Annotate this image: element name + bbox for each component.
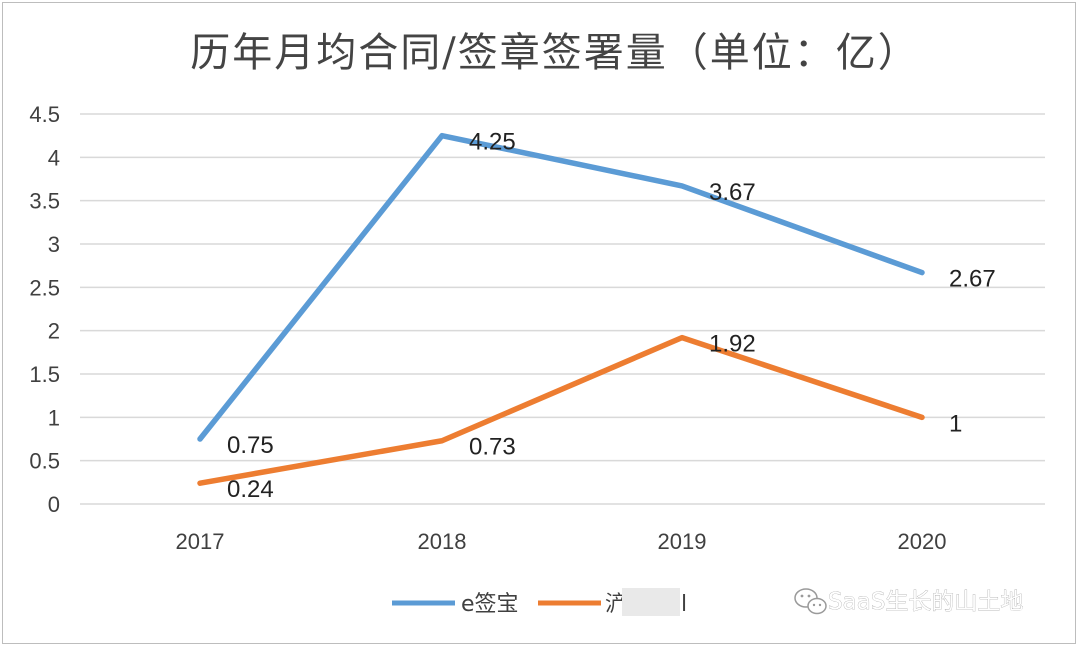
- y-tick-label: 1: [48, 405, 60, 430]
- series-line-2: [197, 334, 925, 486]
- series-lines: [197, 132, 925, 486]
- data-label: 0.24: [227, 476, 274, 503]
- legend-label-series1: e签宝: [461, 592, 519, 617]
- wechat-icon: [794, 588, 827, 615]
- data-labels: 0.75 4.25 3.67 2.67 0.24 0.73 1.92 1: [227, 129, 996, 504]
- y-tick-label: 4: [48, 145, 60, 170]
- x-tick-label: 2017: [176, 529, 225, 554]
- y-tick-label: 3: [48, 232, 60, 257]
- legend-label-series2-visible: 浐: [605, 592, 627, 617]
- x-tick-label: 2020: [898, 529, 947, 554]
- watermark: SaaS生长的山土地: [794, 588, 1024, 615]
- legend-label-redacted: [622, 588, 680, 616]
- x-tick-label: 2018: [418, 529, 467, 554]
- legend: e签宝 浐 l: [392, 588, 687, 617]
- y-tick-label: 0.5: [29, 449, 60, 474]
- y-tick-label: 1.5: [29, 362, 60, 387]
- y-axis-ticks: 0 0.5 1 1.5 2 2.5 3 3.5 4 4.5: [29, 102, 60, 517]
- series-line-1: [197, 132, 925, 442]
- data-label: 0.73: [469, 434, 516, 461]
- data-label: 4.25: [469, 129, 516, 156]
- data-label: 1: [949, 410, 962, 437]
- y-tick-label: 4.5: [29, 102, 60, 127]
- legend-label-series2-tail: l: [681, 592, 687, 617]
- x-axis-ticks: 2017 2018 2019 2020: [176, 529, 947, 554]
- data-label: 3.67: [709, 179, 756, 206]
- x-tick-label: 2019: [658, 529, 707, 554]
- y-tick-label: 0: [48, 492, 60, 517]
- data-label: 1.92: [709, 331, 756, 358]
- y-tick-label: 2.5: [29, 275, 60, 300]
- data-label: 2.67: [949, 266, 996, 293]
- data-label: 0.75: [227, 432, 274, 459]
- y-tick-label: 2: [48, 319, 60, 344]
- y-tick-label: 3.5: [29, 189, 60, 214]
- gridlines: [80, 113, 1045, 505]
- chart-title: 历年月均合同/签章签署量（单位：亿）: [190, 30, 919, 76]
- watermark-text: SaaS生长的山土地: [828, 589, 1023, 615]
